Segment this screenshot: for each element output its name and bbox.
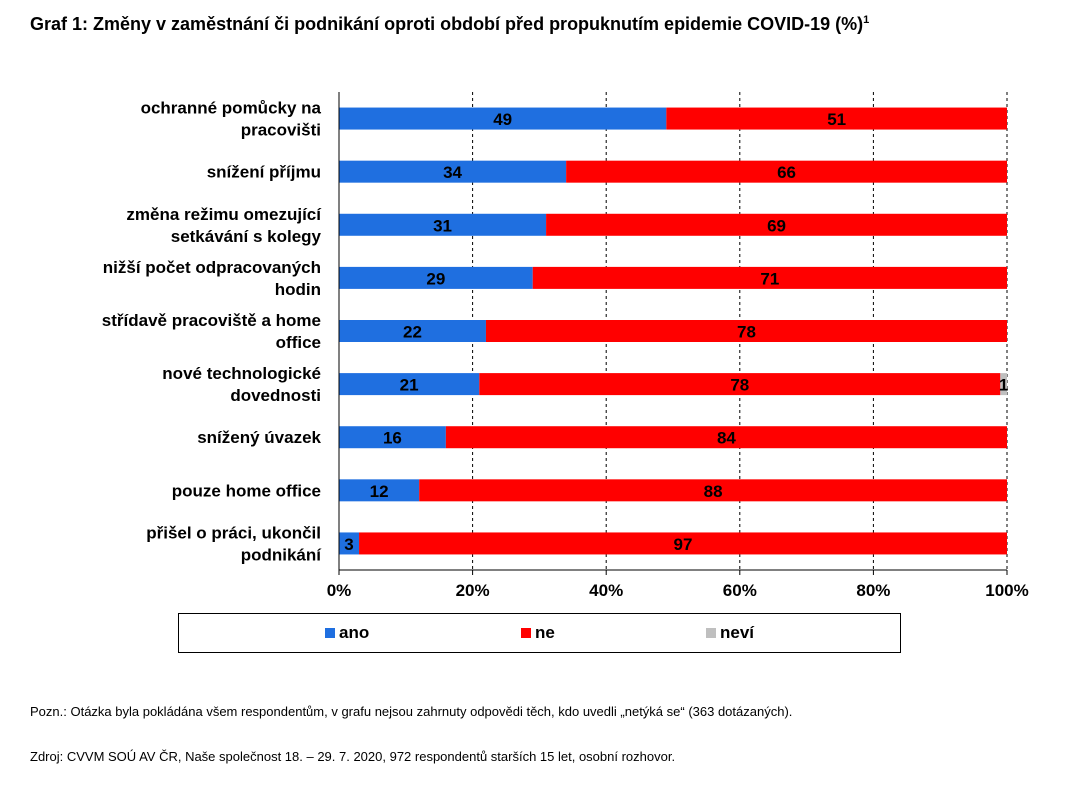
bar-segment-ne-7 — [445, 426, 1007, 449]
category-label: nižší počet odpracovaných — [103, 258, 321, 277]
data-label: 51 — [827, 110, 846, 129]
bar-segment-ano-3 — [339, 213, 547, 236]
stacked-bar-chart: 49 51 ochranné pomůcky na pracovišti 34 66 sní… — [102, 92, 1029, 600]
data-label: 31 — [433, 216, 452, 235]
bar-segment-ano-6 — [339, 373, 480, 396]
note-text: Pozn.: Otázka byla pokládána všem respon… — [30, 704, 793, 719]
data-label: 16 — [383, 429, 402, 448]
bar-segment-ano-5 — [339, 320, 486, 342]
title-footnote-marker: 1 — [863, 14, 870, 26]
bar-segment-ne-1 — [666, 107, 1007, 130]
data-label: 66 — [777, 163, 796, 182]
legend-item: neví — [706, 614, 754, 652]
legend-label: neví — [720, 623, 755, 642]
data-label: 78 — [730, 376, 749, 395]
category-label: pouze home office — [172, 481, 321, 500]
data-label: 88 — [704, 482, 723, 501]
bar-segment-ano-2 — [339, 160, 567, 183]
legend-swatch — [521, 628, 531, 638]
bar-segment-ano-1 — [339, 107, 667, 130]
data-label: 34 — [443, 163, 462, 182]
legend-label: ano — [339, 623, 370, 642]
x-tick-label: 80% — [856, 581, 890, 600]
bar-segment-ne-8 — [419, 479, 1007, 502]
category-label: změna režimu omezující — [126, 205, 322, 224]
category-label: snížený úvazek — [197, 428, 321, 447]
data-label: 84 — [717, 429, 736, 448]
category-label: pracovišti — [241, 121, 321, 140]
category-label: střídavě pracoviště a home — [102, 311, 321, 330]
data-label: 3 — [344, 535, 353, 554]
legend-item: ano — [325, 614, 369, 652]
bar-segment-ne-2 — [566, 160, 1007, 183]
bar-segment-ano-8 — [339, 479, 420, 502]
bar-segment-ne-9 — [359, 532, 1007, 555]
category-label: nové technologické — [162, 364, 321, 383]
x-tick-label: 20% — [456, 581, 490, 600]
x-tick-label: 100% — [985, 581, 1028, 600]
bar-segment-ne-4 — [532, 266, 1007, 289]
category-label: office — [276, 333, 321, 352]
category-label: ochranné pomůcky na — [141, 99, 322, 118]
bar-segment-ne-6 — [479, 373, 1001, 396]
legend-swatch — [325, 628, 335, 638]
bar-segment-ne-3 — [546, 213, 1007, 236]
legend-label: ne — [535, 623, 555, 642]
category-label: setkávání s kolegy — [171, 227, 322, 246]
data-label: 12 — [370, 482, 389, 501]
legend-item: ne — [521, 614, 555, 652]
chart-legend: ano ne neví — [178, 613, 901, 653]
x-tick-label: 0% — [327, 581, 352, 600]
bar-segment-ano-7 — [339, 426, 446, 449]
category-label: přišel o práci, ukončil — [146, 523, 321, 542]
data-label: 22 — [403, 323, 422, 342]
category-label: dovednosti — [230, 386, 321, 405]
bar-segment-ano-9 — [339, 532, 360, 555]
legend-swatch — [706, 628, 716, 638]
category-label: podnikání — [241, 545, 323, 564]
bar-segment-ne-5 — [485, 320, 1008, 342]
data-label: 21 — [400, 376, 419, 395]
data-label: 1 — [999, 376, 1008, 395]
chart-title: Graf 1: Změny v zaměstnání či podnikání … — [30, 14, 870, 34]
bar-segment-ano-4 — [339, 266, 533, 289]
data-label: 78 — [737, 323, 756, 342]
data-label: 69 — [767, 216, 786, 235]
x-tick-label: 40% — [589, 581, 623, 600]
data-label: 71 — [760, 269, 779, 288]
data-label: 29 — [426, 269, 445, 288]
bar-segment-nev-6 — [1000, 373, 1007, 396]
category-label: hodin — [275, 280, 321, 299]
data-label: 97 — [674, 535, 693, 554]
x-tick-label: 60% — [723, 581, 757, 600]
category-label: snížení příjmu — [207, 163, 321, 182]
source-text: Zdroj: CVVM SOÚ AV ČR, Naše společnost 1… — [30, 749, 676, 764]
data-label: 49 — [493, 110, 512, 129]
